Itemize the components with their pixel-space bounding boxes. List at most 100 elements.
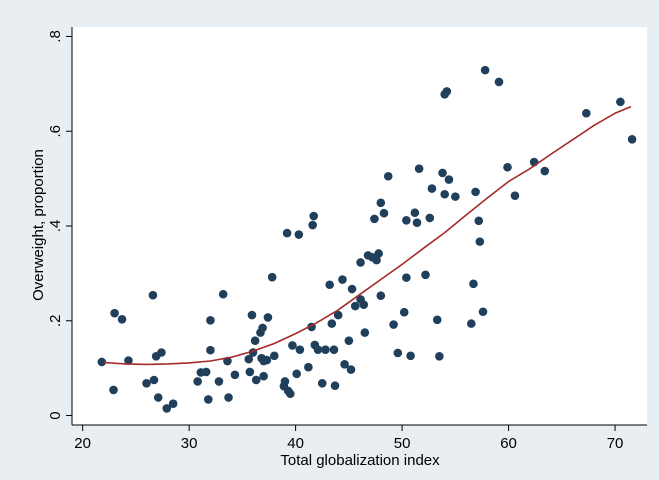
data-point bbox=[344, 336, 354, 345]
data-point bbox=[193, 377, 202, 386]
data-point bbox=[247, 310, 257, 320]
data-point bbox=[218, 289, 228, 299]
data-point bbox=[451, 192, 460, 201]
data-point bbox=[124, 356, 133, 365]
data-point bbox=[374, 249, 383, 258]
data-point bbox=[435, 351, 444, 361]
data-point bbox=[148, 290, 158, 300]
data-point bbox=[280, 377, 290, 386]
data-point bbox=[285, 389, 295, 399]
data-point bbox=[393, 348, 403, 358]
y-ticks: 0 .2 .4 .6 .8 bbox=[47, 30, 72, 420]
data-point bbox=[263, 313, 273, 322]
data-point bbox=[259, 371, 268, 381]
data-point bbox=[206, 345, 215, 355]
data-point bbox=[230, 370, 240, 380]
data-point bbox=[325, 280, 334, 290]
x-tick-label: 50 bbox=[394, 435, 411, 452]
y-tick-label: .6 bbox=[47, 125, 64, 138]
y-tick-label: 0 bbox=[47, 411, 64, 419]
data-point bbox=[110, 308, 119, 318]
data-point bbox=[442, 87, 452, 96]
data-point bbox=[117, 315, 127, 324]
data-point bbox=[376, 291, 386, 300]
data-point bbox=[321, 345, 330, 354]
data-point bbox=[206, 315, 215, 325]
data-point bbox=[338, 275, 347, 284]
y-tick-label: .4 bbox=[47, 220, 64, 233]
data-point bbox=[294, 230, 304, 239]
data-point bbox=[340, 360, 349, 369]
data-point bbox=[438, 168, 447, 178]
data-point bbox=[412, 218, 422, 227]
data-point bbox=[540, 166, 550, 176]
data-point bbox=[295, 345, 305, 354]
data-point bbox=[372, 255, 381, 265]
data-point bbox=[245, 367, 255, 377]
data-point bbox=[201, 367, 211, 377]
data-point bbox=[347, 284, 357, 294]
data-point bbox=[244, 354, 254, 364]
x-axis-title: Total globalization index bbox=[280, 452, 440, 469]
x-tick-label: 20 bbox=[74, 435, 91, 452]
data-point bbox=[157, 348, 166, 357]
data-point bbox=[168, 399, 178, 408]
data-points bbox=[97, 65, 637, 413]
data-point bbox=[270, 351, 279, 361]
data-point bbox=[469, 279, 478, 289]
data-point bbox=[288, 341, 297, 350]
data-point bbox=[203, 395, 213, 404]
data-point bbox=[471, 187, 480, 197]
data-point bbox=[440, 189, 449, 199]
data-point bbox=[370, 214, 379, 224]
data-point bbox=[379, 208, 389, 218]
data-point bbox=[304, 362, 313, 372]
data-point bbox=[475, 237, 485, 246]
data-point bbox=[258, 323, 267, 333]
data-point bbox=[402, 216, 411, 225]
x-tick-label: 30 bbox=[181, 435, 198, 452]
data-point bbox=[142, 379, 151, 388]
data-point bbox=[359, 300, 369, 309]
data-point bbox=[494, 77, 504, 87]
data-point bbox=[432, 315, 442, 325]
y-axis-title: Overweight, proportion bbox=[30, 149, 47, 301]
data-point bbox=[444, 175, 454, 184]
data-point bbox=[333, 310, 343, 320]
data-point bbox=[414, 164, 424, 173]
x-tick-label: 70 bbox=[607, 435, 624, 452]
data-point bbox=[262, 355, 272, 365]
data-point bbox=[292, 369, 301, 379]
data-point bbox=[421, 270, 430, 280]
data-point bbox=[162, 404, 172, 413]
data-point bbox=[282, 228, 292, 238]
data-point bbox=[406, 351, 415, 361]
data-point bbox=[224, 393, 233, 402]
data-point bbox=[616, 97, 625, 107]
data-point bbox=[97, 357, 107, 367]
data-point bbox=[267, 272, 277, 282]
data-point bbox=[330, 381, 340, 390]
data-point bbox=[467, 319, 476, 328]
data-point bbox=[383, 171, 393, 181]
data-point bbox=[214, 377, 224, 386]
data-point bbox=[250, 336, 260, 345]
data-point bbox=[402, 273, 411, 282]
data-point bbox=[399, 307, 409, 317]
data-point bbox=[410, 208, 420, 218]
data-point bbox=[327, 319, 337, 328]
data-point bbox=[149, 375, 159, 385]
data-point bbox=[376, 198, 386, 208]
x-tick-label: 60 bbox=[500, 435, 517, 452]
data-point bbox=[503, 162, 512, 172]
data-point bbox=[329, 345, 339, 354]
x-ticks: 20 30 40 50 60 70 bbox=[74, 425, 623, 452]
data-point bbox=[427, 184, 437, 193]
data-point bbox=[425, 213, 435, 223]
data-point bbox=[356, 258, 365, 267]
data-point bbox=[317, 379, 327, 388]
data-point bbox=[313, 345, 323, 354]
data-point bbox=[251, 375, 261, 385]
